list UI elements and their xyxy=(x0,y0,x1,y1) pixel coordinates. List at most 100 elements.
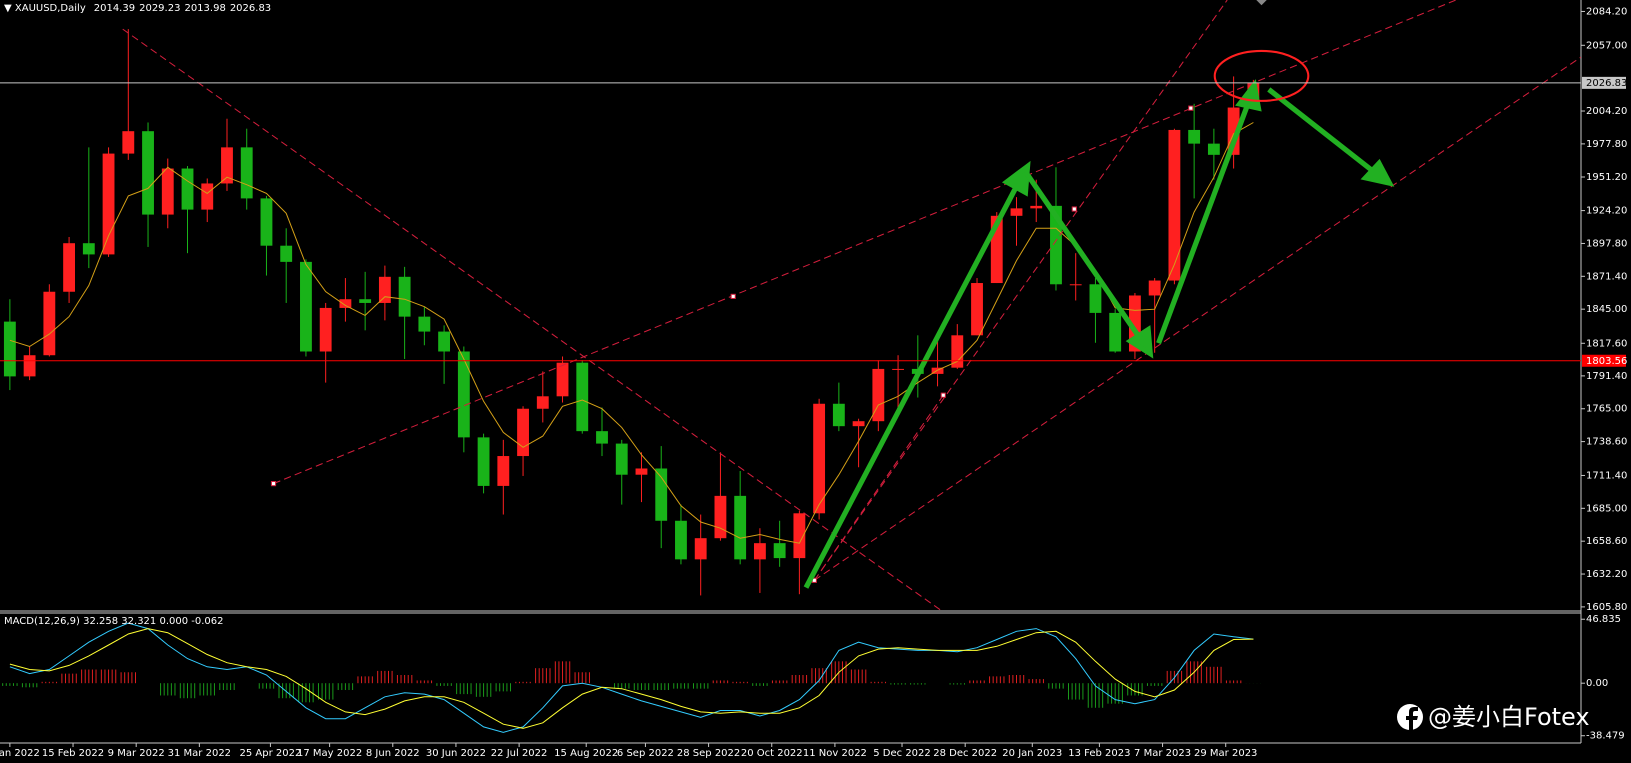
y-tick-label: 0.00 xyxy=(1586,678,1608,689)
x-tick-label: 25 Apr 2022 xyxy=(239,748,301,759)
anchor-point xyxy=(730,293,736,299)
watermark-icon-glyph xyxy=(1406,707,1418,731)
x-tick-label: 15 Aug 2022 xyxy=(554,748,618,759)
candle-body xyxy=(694,538,707,560)
candle-body xyxy=(319,307,332,352)
x-tick-label: 15 Feb 2022 xyxy=(42,748,104,759)
candle-body xyxy=(477,437,490,486)
candle-body xyxy=(181,168,194,210)
candle-body xyxy=(438,331,451,352)
candle-body xyxy=(576,362,589,432)
ohlc-open: 2014.39 xyxy=(94,3,135,14)
x-tick-label: 20 Oct 2022 xyxy=(741,748,803,759)
x-tick-label: 5 Dec 2022 xyxy=(873,748,931,759)
marker xyxy=(1256,0,1267,6)
x-tick-label: 11 Nov 2022 xyxy=(803,748,867,759)
candle-body xyxy=(300,261,312,352)
candle-body xyxy=(1069,284,1082,286)
candle-body xyxy=(339,299,352,308)
candle-body xyxy=(161,168,174,215)
macd-line xyxy=(9,628,1254,729)
arrowhead xyxy=(1360,158,1395,187)
candle-body xyxy=(398,276,411,317)
candle-body xyxy=(517,408,529,457)
candle-body xyxy=(1207,143,1220,155)
candle-body xyxy=(1010,208,1023,216)
trend-line xyxy=(821,394,944,571)
candle-body xyxy=(280,245,293,262)
y-tick-label: 2004.20 xyxy=(1586,106,1627,117)
candle-body xyxy=(142,131,154,215)
annotations xyxy=(122,0,1582,611)
plot-area: 2084.20 2057.00 2004.20 1977.80 1951.20 1924.… xyxy=(0,6,1627,759)
anchor-point xyxy=(940,392,946,398)
arrow xyxy=(1156,99,1252,345)
price-label-box xyxy=(1582,76,1626,89)
y-tick-label: -38.479 xyxy=(1586,731,1625,742)
candle-body xyxy=(872,368,885,422)
candle-body xyxy=(793,513,806,559)
trend-line xyxy=(122,28,942,611)
watermark: @姜小白Fotex xyxy=(1397,703,1590,731)
x-tick-label: 9 Mar 2022 xyxy=(108,748,165,759)
x-tick-label: 13 Feb 2023 xyxy=(1068,748,1130,759)
candle-body xyxy=(556,362,569,397)
anchor-point xyxy=(1071,206,1077,212)
x-tick-label: 28 Sep 2022 xyxy=(677,748,740,759)
candle-body xyxy=(892,368,904,370)
candle-body xyxy=(359,299,372,303)
candle-body xyxy=(852,421,865,427)
candle-body xyxy=(714,495,727,539)
arrowhead xyxy=(1001,160,1031,197)
candle-body xyxy=(1188,129,1201,144)
y-tick-label: 1897.80 xyxy=(1586,238,1627,249)
watermark-text: @姜小白Fotex xyxy=(1428,703,1590,731)
header: ▼ XAUUSD,Daily 2014.39 2029.23 2013.98 2026.… xyxy=(4,3,271,14)
ohlc-high: 2029.23 xyxy=(139,3,180,14)
candle-body xyxy=(1227,107,1240,155)
candle-body xyxy=(201,183,214,210)
candle-body xyxy=(457,351,470,438)
moving-average xyxy=(9,122,1254,544)
price-label: 2026.83 xyxy=(1586,78,1627,89)
ohlc-close: 2026.83 xyxy=(230,3,271,14)
candle-body xyxy=(773,543,786,559)
x-tick-label: 29 Mar 2023 xyxy=(1194,748,1257,759)
y-tick-label: 1685.00 xyxy=(1586,503,1627,514)
candle-body xyxy=(1030,205,1043,209)
trend-line xyxy=(813,0,1228,581)
x-tick-label: 22 Jul 2022 xyxy=(491,748,548,759)
y-tick-label: 1632.20 xyxy=(1586,569,1627,580)
ohlc-low: 2013.98 xyxy=(184,3,225,14)
x-tick-label: 20 Jan 2023 xyxy=(1002,748,1062,759)
arrowhead xyxy=(1125,325,1154,359)
anchor-point xyxy=(1188,105,1194,111)
x-tick-label: 24 Jan 2022 xyxy=(0,748,40,759)
candle-body xyxy=(1129,295,1141,352)
y-tick-label: 1871.40 xyxy=(1586,271,1627,282)
candle-body xyxy=(82,243,95,255)
y-tick-label: 1817.60 xyxy=(1586,338,1627,349)
arrow xyxy=(803,183,1020,589)
x-tick-label: 31 Mar 2022 xyxy=(168,748,231,759)
candle-body xyxy=(615,443,628,475)
candle-body xyxy=(378,276,391,303)
candle-body xyxy=(655,468,668,521)
x-tick-label: 8 Jun 2022 xyxy=(366,748,420,759)
macd-line xyxy=(9,622,1254,733)
trend-line xyxy=(814,56,1582,581)
candle-body xyxy=(122,131,135,154)
macd-title: MACD(12,26,9) 32.258 32.321 0.000 -0.062 xyxy=(4,616,224,627)
price-label-box xyxy=(1582,354,1626,367)
candle-body xyxy=(951,335,964,368)
candle-body xyxy=(418,316,431,332)
candle-body xyxy=(1168,129,1181,281)
candle-body xyxy=(635,468,648,475)
candle-body xyxy=(221,147,233,184)
y-tick-label: 2084.20 xyxy=(1586,6,1627,17)
candle-body xyxy=(931,367,944,374)
arrow xyxy=(1267,87,1377,175)
candle-body xyxy=(753,543,766,560)
